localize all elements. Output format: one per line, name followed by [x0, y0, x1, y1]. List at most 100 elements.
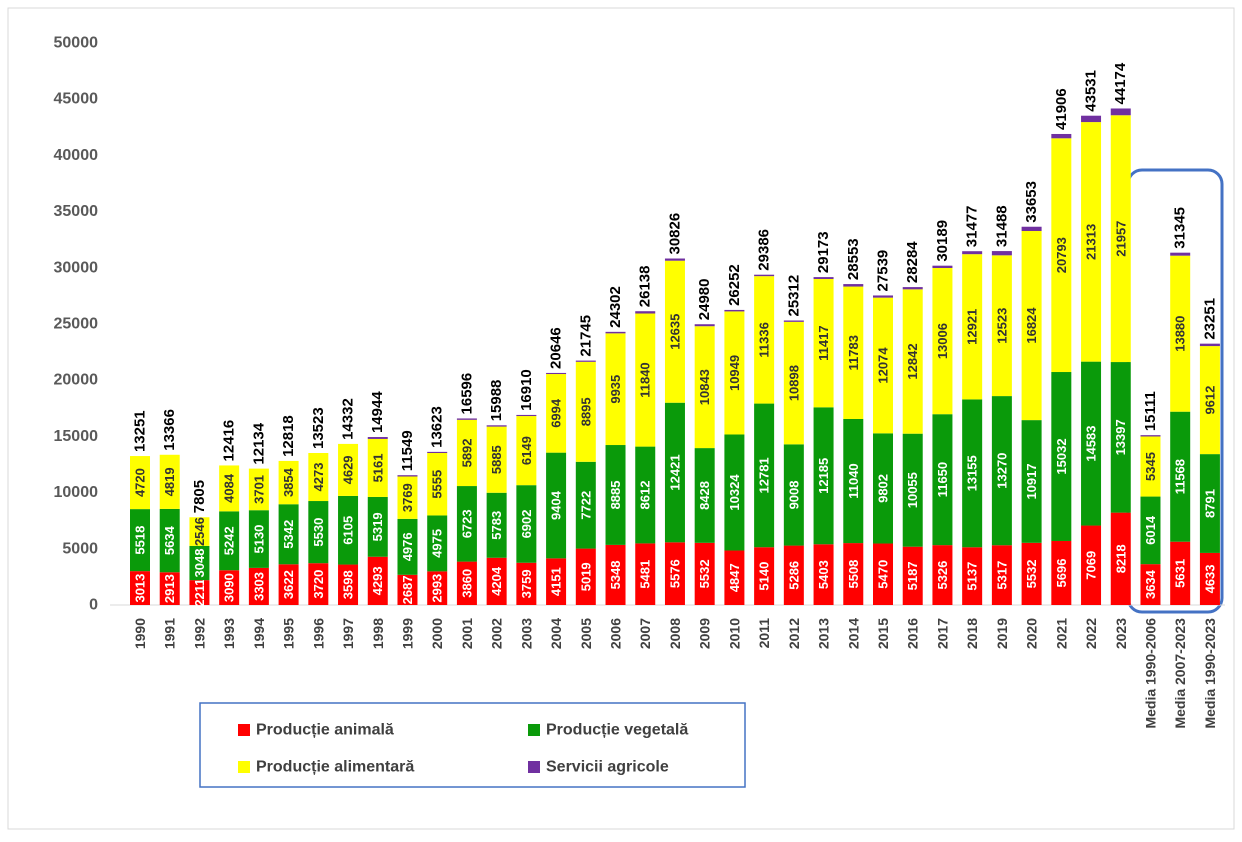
x-tick-label: 1991 — [162, 618, 178, 649]
bar-segment — [308, 453, 329, 502]
bar-segment — [754, 276, 775, 404]
x-tick-label: 2000 — [429, 618, 445, 649]
x-tick-label: 2016 — [905, 618, 921, 649]
bar-segment — [575, 360, 596, 362]
bar-segment — [516, 416, 537, 486]
segment-label: 2687 — [400, 575, 415, 604]
bar-segment — [813, 544, 834, 605]
bar-segment — [664, 542, 685, 605]
segment-label: 3701 — [251, 475, 266, 504]
bar-segment — [724, 434, 745, 551]
bar-segment — [516, 414, 537, 417]
bar-segment — [546, 452, 567, 559]
total-label: 29386 — [756, 229, 773, 271]
segment-label: 4084 — [222, 473, 237, 503]
segment-label: 4819 — [162, 467, 177, 496]
bar-segment — [902, 289, 923, 434]
total-label: 16910 — [518, 369, 535, 411]
segment-label: 11840 — [638, 362, 653, 397]
segment-label: 3622 — [281, 570, 296, 599]
segment-label: 9935 — [608, 375, 623, 404]
x-tick-label: 2018 — [964, 618, 980, 649]
segment-label: 4629 — [341, 455, 356, 484]
segment-label: 7069 — [1084, 551, 1099, 580]
legend-swatch — [238, 724, 250, 736]
bar-segment — [456, 419, 477, 487]
segment-label: 13397 — [1113, 419, 1128, 455]
segment-label: 5187 — [905, 561, 920, 590]
segment-label: 5530 — [311, 518, 326, 547]
segment-label: 8895 — [578, 397, 593, 426]
x-tick-label: Media 2007-2023 — [1172, 618, 1188, 729]
x-tick-label: Media 1990-2023 — [1202, 618, 1218, 729]
segment-label: 21957 — [1113, 221, 1128, 257]
segment-label: 5317 — [994, 561, 1009, 590]
x-tick-label: 2004 — [548, 618, 564, 649]
total-label: 12134 — [250, 422, 267, 464]
bar-segment — [724, 550, 745, 605]
bar-segment — [456, 486, 477, 562]
bar-segment — [486, 557, 507, 605]
segment-label: 13270 — [994, 453, 1009, 489]
segment-label: 10843 — [697, 369, 712, 405]
x-tick-label: 2012 — [786, 618, 802, 649]
bar-segment — [130, 571, 150, 605]
segment-label: 5161 — [370, 453, 385, 482]
total-label: 13366 — [161, 409, 178, 451]
bar-segment — [754, 547, 775, 605]
x-tick-label: 1993 — [221, 618, 237, 649]
segment-label: 5403 — [816, 560, 831, 589]
segment-label: 3634 — [1143, 569, 1158, 599]
segment-label: 5140 — [757, 562, 772, 591]
total-label: 14944 — [369, 391, 386, 433]
segment-label: 10917 — [1024, 463, 1039, 499]
total-label: 15111 — [1142, 391, 1159, 431]
segment-label: 5326 — [935, 561, 950, 590]
bar-segment — [308, 563, 329, 605]
bar-segment — [932, 265, 953, 269]
total-label: 13623 — [429, 406, 446, 448]
segment-label: 12921 — [965, 309, 980, 345]
bar-segment — [546, 558, 567, 605]
total-label: 28284 — [904, 241, 921, 283]
segment-label: 9008 — [786, 480, 801, 509]
segment-label: 4293 — [370, 566, 385, 595]
bar-segment — [724, 309, 745, 312]
x-tick-label: 2023 — [1113, 618, 1129, 649]
segment-label: 16824 — [1024, 307, 1039, 344]
y-tick-label: 15000 — [54, 428, 99, 445]
bar-segment — [397, 475, 418, 477]
total-label: 14332 — [340, 398, 357, 440]
segment-label: 12074 — [876, 347, 891, 384]
bar-segment — [664, 258, 685, 261]
total-label: 7805 — [191, 480, 208, 513]
segment-label: 3598 — [341, 570, 356, 599]
x-tick-label: 2010 — [726, 618, 742, 649]
total-label: 13251 — [132, 410, 149, 452]
bar-segment — [843, 284, 864, 287]
bar-segment — [189, 580, 210, 605]
segment-label: 4273 — [311, 463, 326, 492]
x-tick-label: 2006 — [608, 618, 624, 649]
total-label: 33653 — [1023, 181, 1040, 223]
segment-label: 5885 — [489, 445, 504, 474]
bar-segment — [1051, 138, 1072, 373]
segment-label: 10055 — [905, 472, 920, 508]
bar-segment — [1110, 362, 1131, 513]
total-label: 11549 — [399, 430, 416, 471]
y-tick-label: 0 — [89, 597, 98, 614]
segment-label: 10898 — [786, 365, 801, 401]
bar-segment — [783, 320, 804, 322]
segment-label: 5342 — [281, 520, 296, 549]
segment-label: 5319 — [370, 512, 385, 541]
bar-segment — [813, 278, 834, 408]
x-tick-label: 2021 — [1053, 618, 1069, 649]
bar-segment — [486, 425, 507, 427]
bar-segment — [1140, 564, 1161, 605]
total-label: 26252 — [726, 264, 743, 306]
bar-segment — [635, 313, 656, 447]
segment-label: 2913 — [162, 574, 177, 603]
x-tick-label: 2008 — [667, 618, 683, 649]
bar-segment — [516, 562, 537, 605]
total-label: 12818 — [280, 415, 297, 457]
